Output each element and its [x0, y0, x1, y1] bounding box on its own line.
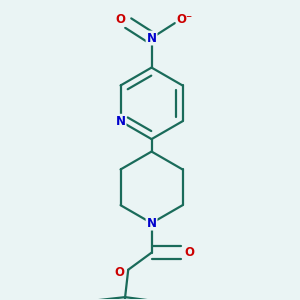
Text: O: O: [185, 246, 195, 259]
Text: N: N: [147, 217, 157, 230]
Text: O⁻: O⁻: [177, 13, 193, 26]
Text: N: N: [116, 115, 126, 128]
Text: O: O: [114, 266, 124, 279]
Text: O: O: [116, 13, 125, 26]
Text: N: N: [147, 32, 157, 44]
